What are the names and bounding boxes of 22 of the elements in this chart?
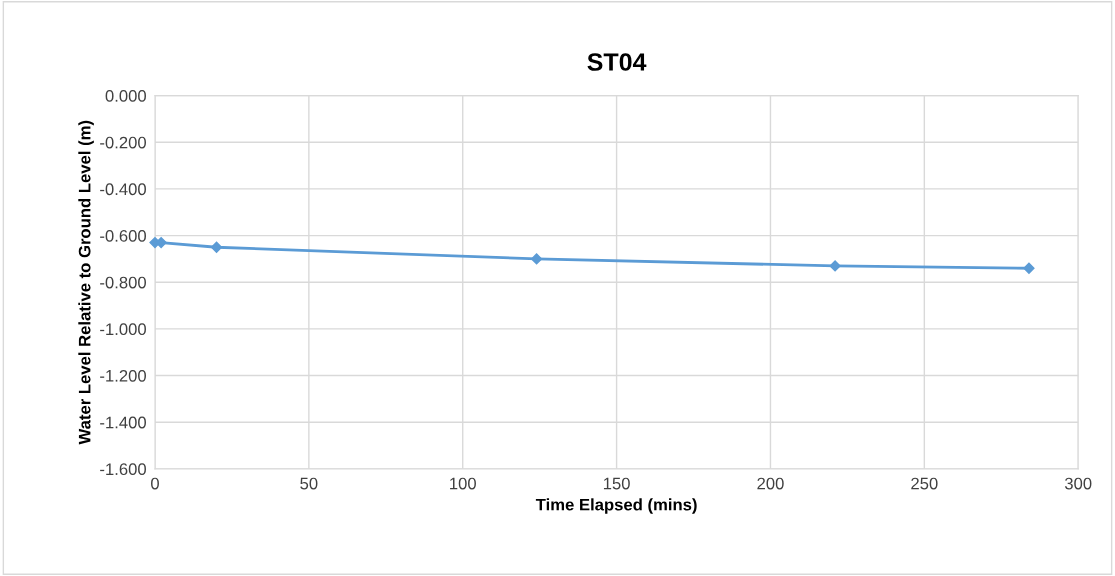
y-axis-title: Water Level Relative to Ground Level (m) xyxy=(78,120,94,445)
y-tick-label: -0.600 xyxy=(100,229,146,242)
x-axis-title: Time Elapsed (mins) xyxy=(535,498,697,514)
x-tick-label: 150 xyxy=(603,477,630,490)
x-tick-label: 300 xyxy=(1064,477,1092,490)
point xyxy=(1023,262,1035,274)
x-tick-label: 0 xyxy=(151,477,159,490)
chart-title: ST04 xyxy=(587,53,647,71)
y-tick-label: -0.200 xyxy=(100,136,146,149)
point xyxy=(530,253,543,265)
x-tick-label: 50 xyxy=(300,477,318,490)
y-tick-label: -0.400 xyxy=(100,183,146,196)
y-tick-label: -0.800 xyxy=(100,276,146,289)
y-tick-label: -1.200 xyxy=(100,369,146,382)
x-tick-label: 250 xyxy=(911,477,938,490)
x-tick-label: 200 xyxy=(757,477,784,490)
y-tick-label: -1.400 xyxy=(100,416,146,429)
point xyxy=(829,260,841,272)
x-tick-label: 100 xyxy=(450,477,476,490)
y-tick-label: -1.600 xyxy=(100,463,146,476)
y-tick-label: 0.000 xyxy=(105,90,146,102)
y-tick-label: -1.000 xyxy=(100,323,146,336)
